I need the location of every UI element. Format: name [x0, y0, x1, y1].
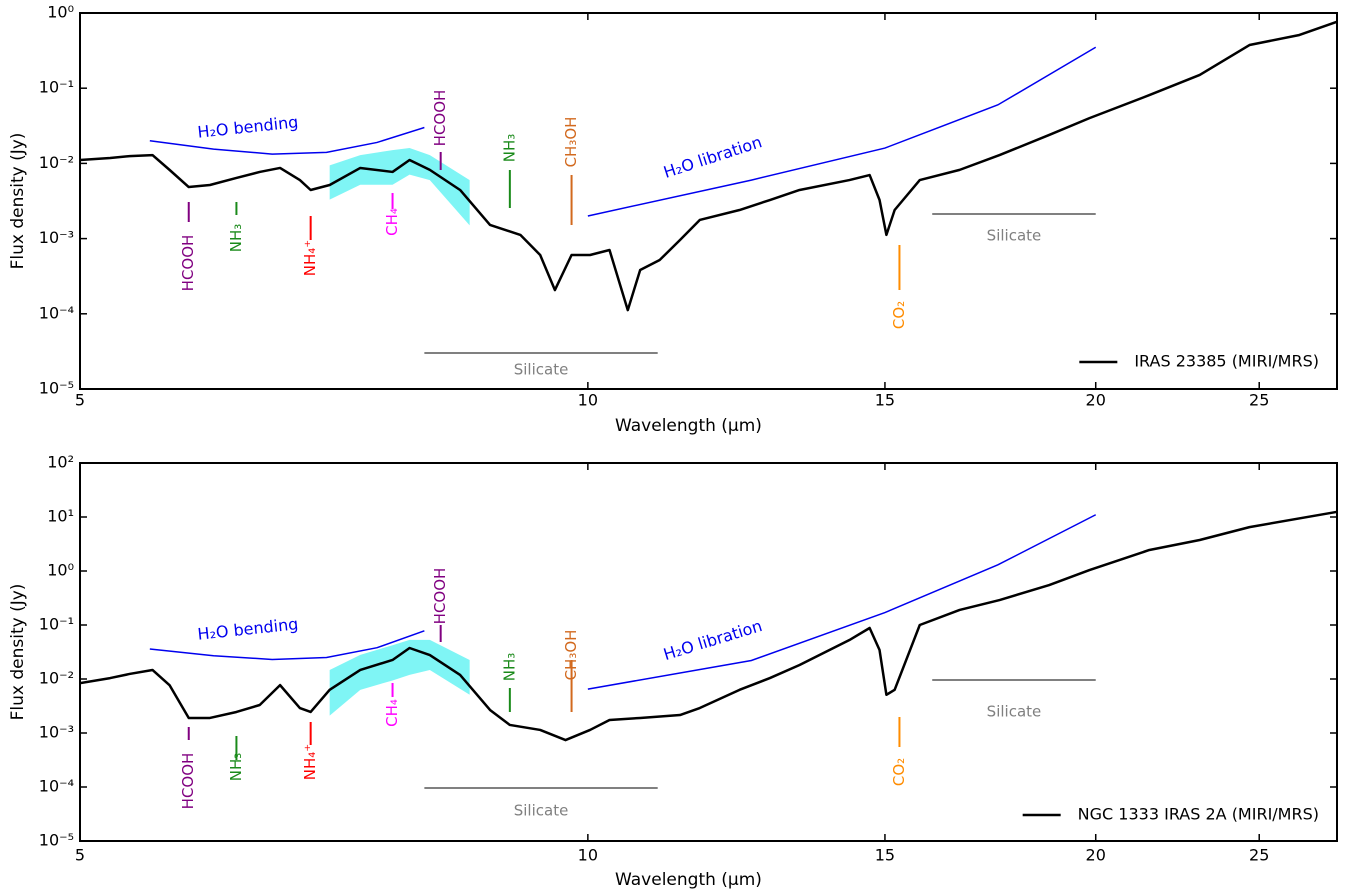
feature-label: CO₂ [890, 301, 908, 329]
feature-label: CH₄ [383, 699, 401, 727]
water-curve [149, 126, 425, 155]
feature-label: NH₄⁺ [301, 744, 319, 780]
x-tick-label: 5 [75, 391, 85, 410]
y-tick-label: 10⁻³ [39, 228, 74, 247]
y-tick-label: 10⁻¹ [39, 615, 74, 634]
feature-label: CH₄ [383, 208, 401, 236]
y-tick-label: 10⁻¹ [39, 78, 74, 97]
y-tick-label: 10⁰ [47, 561, 74, 580]
feature-label: CH₃OH [562, 630, 580, 681]
x-tick-label: 20 [1086, 846, 1106, 865]
silicate-label: Silicate [987, 227, 1042, 245]
silicate-label: Silicate [514, 361, 569, 379]
x-axis-label: Wavelength (μm) [615, 870, 762, 890]
x-tick-label: 5 [75, 846, 85, 865]
y-axis-label: Flux density (Jy) [8, 584, 28, 721]
y-tick-label: 10¹ [47, 507, 74, 526]
spectrum [80, 20, 1337, 312]
y-tick-label: 10⁻⁵ [39, 831, 74, 850]
legend-label: NGC 1333 IRAS 2A (MIRI/MRS) [1078, 805, 1319, 824]
feature-label: HCOOH [179, 235, 197, 292]
plot [80, 20, 1337, 312]
feature-label: NH₃ [227, 224, 245, 253]
y-tick-label: 10⁻³ [39, 723, 74, 742]
feature-label: CO₂ [890, 758, 908, 786]
feature-label: HCOOH [431, 568, 449, 625]
water-curve [587, 514, 1097, 690]
x-tick-label: 25 [1249, 846, 1269, 865]
axes-frame [79, 462, 1338, 842]
y-tick-label: 10² [47, 453, 74, 472]
plot [80, 510, 1337, 742]
feature-label: NH₃ [500, 653, 518, 682]
x-tick-label: 20 [1086, 391, 1106, 410]
legend-label: IRAS 23385 (MIRI/MRS) [1134, 352, 1319, 371]
feature-label: NH₃ [500, 134, 518, 163]
feature-label: HCOOH [179, 753, 197, 810]
y-tick-label: 10⁰ [47, 3, 74, 22]
water-curve [149, 630, 425, 661]
curve-label: H₂O libration [661, 132, 764, 182]
water-curve [587, 46, 1097, 217]
y-tick-label: 10⁻⁵ [39, 379, 74, 398]
feature-label: NH₃ [227, 753, 245, 782]
spectrum [80, 510, 1337, 742]
y-tick-label: 10⁻⁴ [39, 303, 74, 322]
x-tick-label: 25 [1249, 391, 1269, 410]
feature-label: CH₃OH [562, 117, 580, 168]
feature-label: NH₄⁺ [301, 240, 319, 276]
y-tick-label: 10⁻² [39, 669, 74, 688]
x-tick-label: 15 [875, 846, 895, 865]
y-axis-label: Flux density (Jy) [8, 133, 28, 270]
x-tick-label: 10 [578, 391, 598, 410]
x-axis-label: Wavelength (μm) [615, 416, 762, 436]
curve-label: H₂O bending [197, 112, 300, 141]
x-tick-label: 15 [875, 391, 895, 410]
silicate-label: Silicate [514, 802, 569, 820]
x-tick-label: 10 [578, 846, 598, 865]
axes-frame [79, 12, 1338, 390]
feature-label: HCOOH [431, 90, 449, 147]
silicate-label: Silicate [987, 703, 1042, 721]
y-tick-label: 10⁻⁴ [39, 777, 74, 796]
y-tick-label: 10⁻² [39, 153, 74, 172]
curve-label: H₂O libration [661, 616, 764, 664]
curve-label: H₂O bending [197, 614, 300, 643]
